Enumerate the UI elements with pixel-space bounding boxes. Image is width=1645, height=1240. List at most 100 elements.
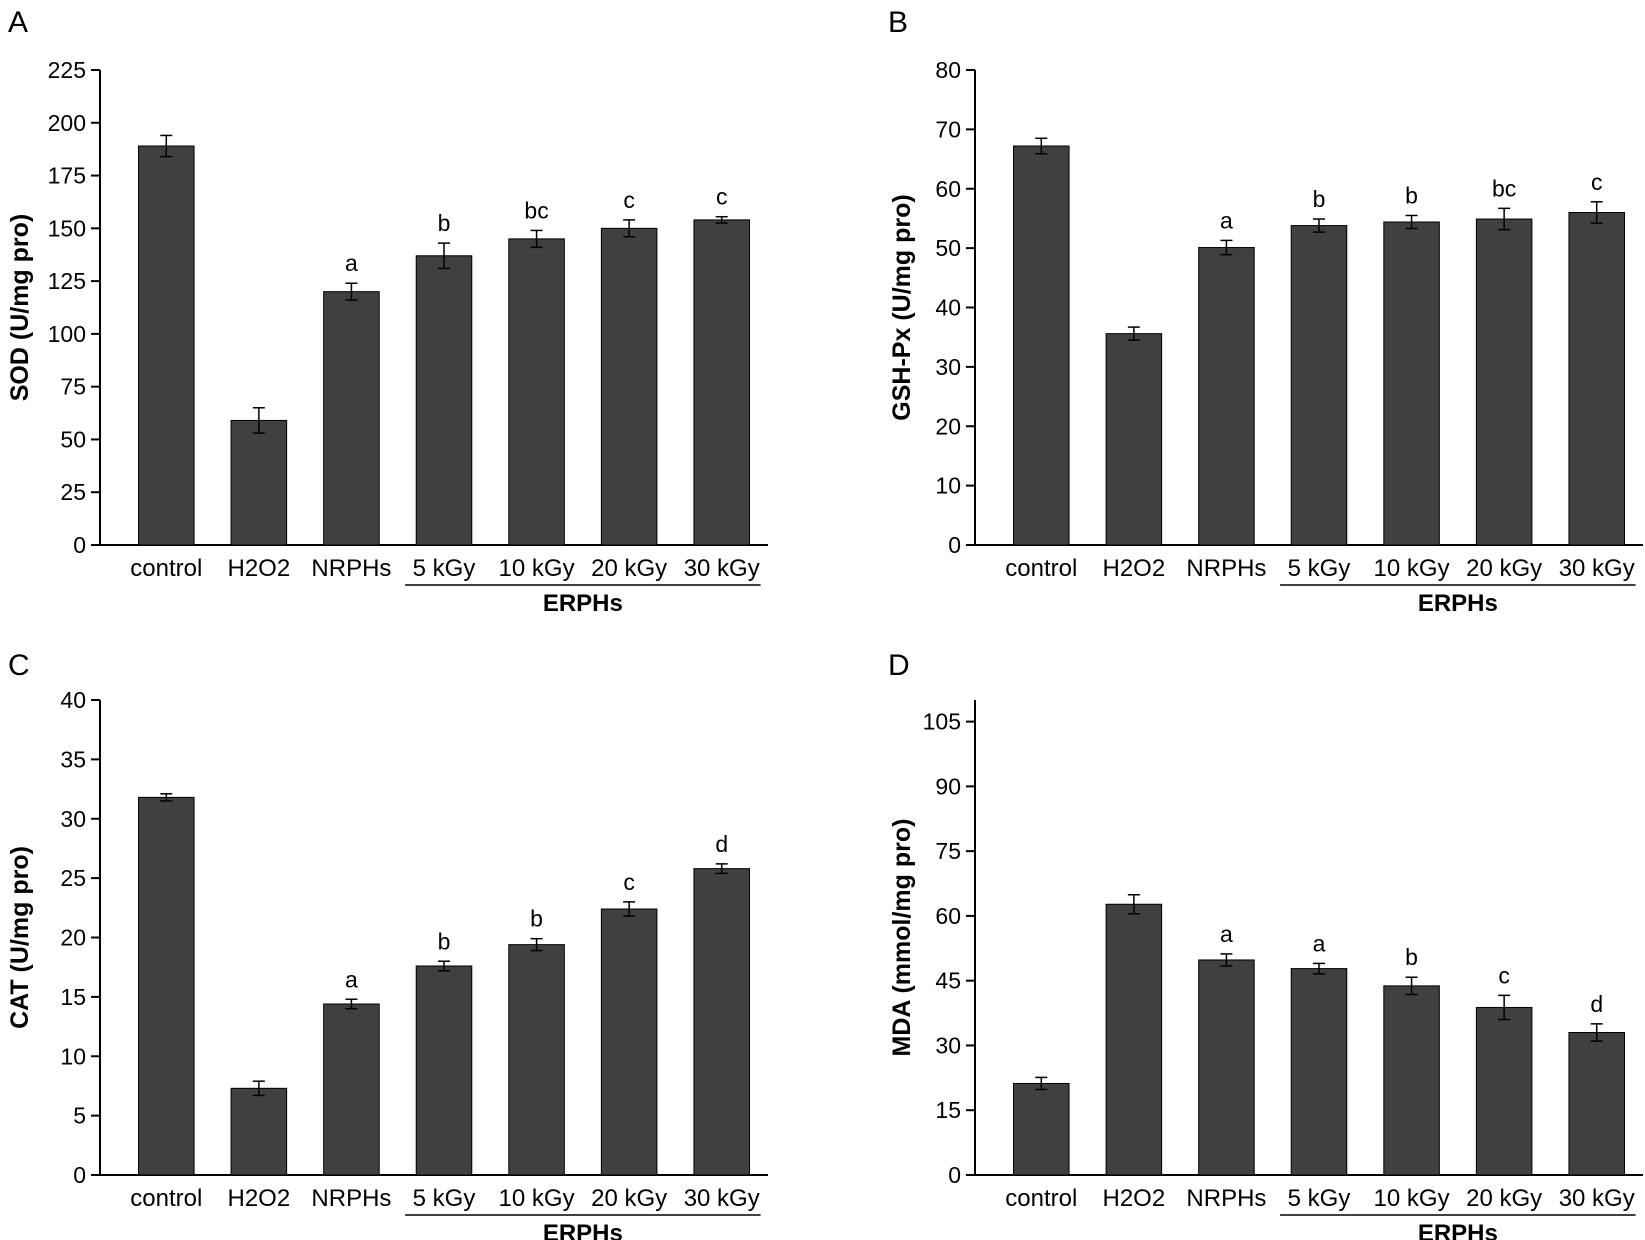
panel-letter: A [8, 6, 28, 39]
bar [1568, 212, 1625, 546]
category-label: NRPHs [1186, 1185, 1266, 1212]
bar [1475, 1006, 1533, 1176]
bar [415, 965, 473, 1176]
category-label: 5 kGy [413, 555, 476, 582]
category-label: 20 kGy [591, 555, 667, 582]
y-tick-label: 50 [60, 426, 86, 452]
y-tick-label: 225 [48, 57, 86, 83]
chart-panel-b: B 0 10 20 30 40 50 60 70 80 GSH-Px (U/mg pro) contr… [888, 6, 1643, 617]
significance-label: a [1220, 921, 1233, 947]
bar [323, 291, 380, 546]
y-tick-label: 70 [935, 116, 961, 142]
y-tick-label: 40 [935, 295, 961, 321]
significance-label: b [1405, 182, 1418, 208]
category-label: control [130, 555, 202, 582]
panel-letter: B [888, 6, 908, 39]
group-label: ERPHs [1418, 1220, 1498, 1240]
y-tick-label: 40 [60, 687, 86, 713]
bar [323, 1003, 380, 1176]
significance-label: d [1590, 991, 1603, 1017]
panel-letter: D [888, 649, 910, 682]
y-tick-label: 10 [935, 473, 961, 499]
category-label: control [1005, 1185, 1077, 1212]
y-tick-label: 150 [48, 215, 86, 241]
bar [1475, 218, 1533, 546]
category-label: H2O2 [228, 1185, 291, 1212]
chart-panel-d: D 0 15 30 45 60 75 90 105 MDA (mmol/mg pro) contro… [888, 649, 1643, 1240]
significance-label: a [1220, 207, 1233, 233]
category-label: H2O2 [1103, 1185, 1166, 1212]
category-label: 30 kGy [1559, 555, 1635, 582]
y-tick-label: 30 [935, 1032, 961, 1058]
y-tick-label: 30 [60, 806, 86, 832]
group-label: ERPHs [543, 1220, 623, 1240]
y-tick-label: 75 [935, 838, 961, 864]
y-tick-label: 200 [48, 110, 86, 136]
y-tick-label: 75 [60, 374, 86, 400]
y-axis-label: MDA (mmol/mg pro) [888, 819, 916, 1057]
significance-label: c [623, 187, 635, 213]
group-label: ERPHs [543, 590, 623, 617]
bar [1013, 1082, 1070, 1176]
bar [1105, 903, 1163, 1176]
bar [1383, 985, 1440, 1176]
y-tick-label: 90 [935, 773, 961, 799]
bar [1198, 959, 1255, 1176]
y-axis-label: SOD (U/mg pro) [6, 214, 34, 402]
significance-label: d [715, 831, 728, 857]
y-tick-label: 0 [948, 1162, 961, 1188]
y-tick-label: 105 [923, 709, 961, 735]
y-axis-label: GSH-Px (U/mg pro) [888, 194, 916, 420]
y-tick-label: 30 [935, 354, 961, 380]
y-tick-label: 60 [935, 176, 961, 202]
bar [1198, 247, 1255, 546]
category-label: 30 kGy [684, 1185, 760, 1212]
category-label: 10 kGy [1374, 1185, 1450, 1212]
y-tick-label: 15 [935, 1097, 961, 1123]
category-label: NRPHs [311, 555, 391, 582]
significance-label: a [1313, 930, 1326, 956]
bar [230, 1087, 288, 1176]
category-label: 10 kGy [499, 555, 575, 582]
bar [508, 944, 565, 1176]
bar [600, 227, 658, 546]
y-tick-label: 125 [48, 268, 86, 294]
y-tick-label: 50 [935, 235, 961, 261]
category-label: 5 kGy [1288, 1185, 1351, 1212]
significance-label: b [1313, 186, 1326, 212]
significance-label: a [345, 966, 358, 992]
bar [1568, 1032, 1625, 1176]
category-label: H2O2 [228, 555, 291, 582]
significance-label: c [1498, 962, 1510, 988]
bar [693, 219, 750, 546]
bar [138, 145, 195, 546]
bar [1013, 145, 1070, 546]
y-tick-label: 60 [935, 903, 961, 929]
category-label: 30 kGy [1559, 1185, 1635, 1212]
significance-label: c [716, 184, 728, 210]
category-label: 20 kGy [1466, 555, 1542, 582]
significance-label: b [438, 928, 451, 954]
bar [138, 796, 195, 1176]
y-tick-label: 0 [73, 1162, 86, 1188]
bar [600, 908, 658, 1176]
y-tick-label: 10 [60, 1043, 86, 1069]
category-label: 30 kGy [684, 555, 760, 582]
category-label: 5 kGy [413, 1185, 476, 1212]
significance-label: c [623, 869, 635, 895]
y-tick-label: 25 [60, 865, 86, 891]
significance-label: bc [1492, 175, 1516, 201]
significance-label: a [345, 250, 358, 276]
category-label: control [130, 1185, 202, 1212]
significance-label: c [1591, 169, 1603, 195]
significance-label: b [438, 210, 451, 236]
category-label: 10 kGy [1374, 555, 1450, 582]
category-label: 20 kGy [591, 1185, 667, 1212]
chart-panel-a: A 0 25 50 75 100 125 150 175 200 225 SOD (U/mg pro)… [6, 6, 768, 617]
bar [415, 255, 473, 546]
bar [1383, 221, 1440, 546]
y-tick-label: 20 [935, 413, 961, 439]
category-label: H2O2 [1103, 555, 1166, 582]
bar [1290, 968, 1348, 1176]
